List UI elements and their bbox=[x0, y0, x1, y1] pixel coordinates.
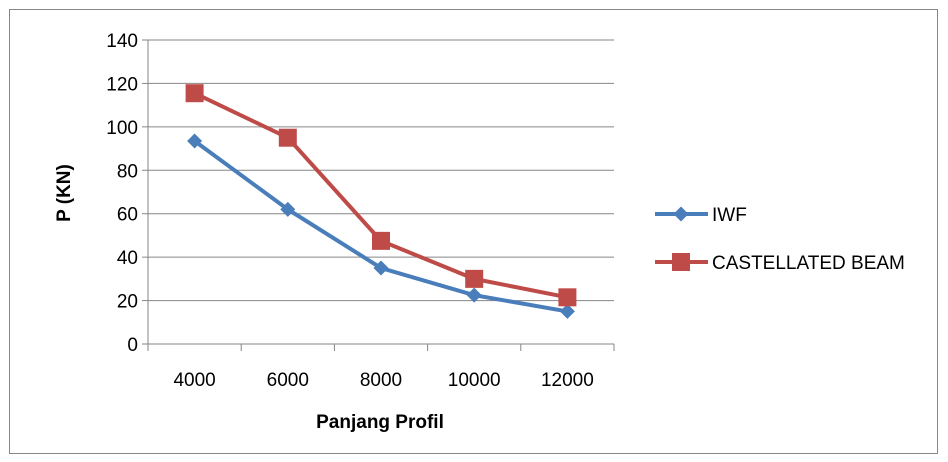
legend-label: IWF bbox=[712, 205, 747, 226]
x-tick-label: 10000 bbox=[448, 370, 501, 391]
legend: IWF CASTELLATED BEAM bbox=[655, 205, 905, 274]
data-point bbox=[280, 201, 296, 217]
legend-marker bbox=[672, 253, 690, 271]
y-tick-label: 40 bbox=[117, 248, 138, 269]
data-point bbox=[558, 288, 577, 307]
legend-label: CASTELLATED BEAM bbox=[712, 253, 905, 274]
legend-item: IWF bbox=[655, 205, 747, 226]
axes bbox=[142, 39, 615, 351]
y-tick-label: 60 bbox=[117, 205, 138, 226]
series-2 bbox=[185, 84, 577, 307]
data-point bbox=[185, 84, 204, 103]
series-1 bbox=[187, 133, 575, 319]
gridlines bbox=[148, 39, 614, 302]
x-tick-label: 6000 bbox=[267, 370, 309, 391]
y-tick-label: 20 bbox=[117, 292, 138, 313]
legend-marker bbox=[673, 206, 689, 222]
y-tick-label: 140 bbox=[106, 31, 138, 52]
data-point bbox=[465, 269, 484, 288]
x-tick-label: 8000 bbox=[360, 370, 402, 391]
x-tick-label: 12000 bbox=[541, 370, 594, 391]
data-point bbox=[466, 287, 482, 303]
data-point bbox=[373, 260, 389, 276]
y-axis-title: P (KN) bbox=[54, 164, 75, 222]
data-point bbox=[559, 303, 575, 319]
data-point bbox=[372, 231, 390, 250]
y-tick-label: 120 bbox=[106, 74, 138, 95]
legend-item: CASTELLATED BEAM bbox=[655, 253, 905, 274]
x-tick-label: 4000 bbox=[173, 370, 215, 391]
x-axis-title: Panjang Profil bbox=[316, 412, 444, 433]
y-tick-label: 100 bbox=[106, 118, 138, 139]
y-tick-label: 80 bbox=[117, 161, 138, 182]
series-group bbox=[185, 84, 577, 319]
data-point bbox=[187, 133, 203, 149]
y-tick-label: 0 bbox=[127, 335, 138, 356]
data-point bbox=[278, 128, 297, 147]
tick-labels: 0 20 40 60 80 100 120 140 4000 6000 8000 10000 12000 bbox=[106, 31, 594, 391]
